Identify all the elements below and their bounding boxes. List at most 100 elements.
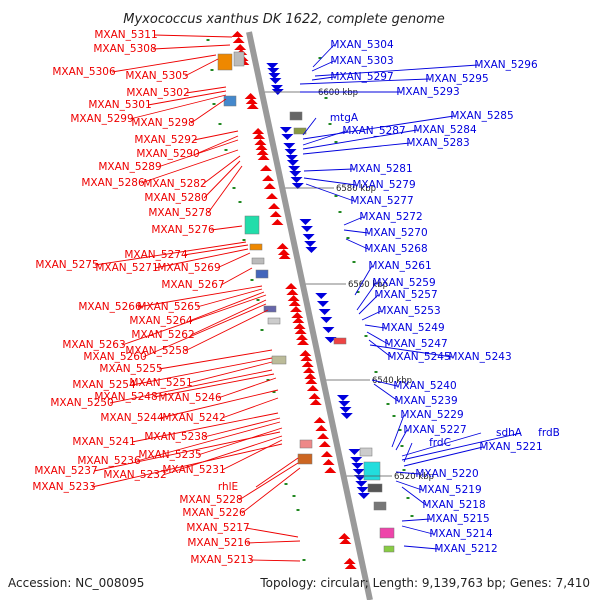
left-gene-label[interactable]: MXAN_5248 — [94, 391, 157, 403]
right-gene-label[interactable]: MXAN_5221 — [479, 441, 542, 453]
right-gene-label[interactable]: MXAN_5247 — [384, 338, 447, 350]
right-gene-label[interactable]: MXAN_5227 — [403, 424, 466, 436]
gene-arrow-left-strand[interactable] — [285, 283, 298, 289]
gene-block[interactable] — [367, 483, 383, 493]
right-gene-label[interactable]: mtgA — [330, 112, 359, 124]
right-gene-label[interactable]: MXAN_5249 — [381, 322, 444, 334]
gene-block[interactable] — [359, 447, 373, 457]
gene-arrow-right-strand[interactable] — [356, 487, 369, 493]
left-gene-label[interactable]: MXAN_5263 — [62, 339, 125, 351]
left-gene-label[interactable]: MXAN_5301 — [88, 99, 151, 111]
right-gene-label[interactable]: MXAN_5229 — [400, 409, 463, 421]
gene-block[interactable] — [233, 51, 245, 67]
right-gene-label[interactable]: MXAN_5272 — [359, 211, 422, 223]
gene-arrow-left-strand[interactable] — [320, 451, 333, 457]
gene-block[interactable] — [217, 53, 233, 71]
gene-arrow-left-strand[interactable] — [322, 459, 335, 465]
gene-arrow-left-strand[interactable] — [288, 300, 301, 306]
left-gene-label[interactable]: MXAN_5217 — [186, 522, 249, 534]
gene-arrow-left-strand[interactable] — [300, 355, 313, 361]
gene-arrow-right-strand[interactable] — [338, 401, 351, 407]
left-gene-label[interactable]: MXAN_5299 — [70, 113, 133, 125]
gene-arrow-left-strand[interactable] — [339, 538, 352, 544]
gene-arrow-left-strand[interactable] — [338, 533, 351, 539]
left-gene-label[interactable]: MXAN_5238 — [144, 431, 207, 443]
gene-arrow-right-strand[interactable] — [305, 247, 318, 253]
right-gene-label[interactable]: MXAN_5245 — [387, 351, 450, 363]
gene-arrow-left-strand[interactable] — [293, 323, 306, 329]
gene-arrow-left-strand[interactable] — [244, 93, 257, 99]
gene-arrow-left-strand[interactable] — [265, 193, 278, 199]
left-gene-label[interactable]: MXAN_5286 — [81, 177, 145, 189]
left-gene-label[interactable]: MXAN_5280 — [144, 192, 207, 204]
right-gene-label[interactable]: MXAN_5259 — [372, 277, 435, 289]
right-gene-label[interactable]: MXAN_5220 — [415, 468, 478, 480]
left-gene-label[interactable]: MXAN_5246 — [158, 392, 222, 404]
gene-arrow-right-strand[interactable] — [351, 463, 364, 469]
left-gene-label[interactable]: MXAN_5213 — [190, 554, 253, 566]
gene-arrow-left-strand[interactable] — [299, 350, 312, 356]
gene-arrow-left-strand[interactable] — [292, 317, 305, 323]
gene-arrow-right-strand[interactable] — [322, 327, 335, 333]
gene-block[interactable] — [255, 269, 269, 279]
gene-arrow-right-strand[interactable] — [352, 469, 365, 475]
gene-block[interactable] — [251, 257, 265, 265]
left-gene-label[interactable]: MXAN_5298 — [131, 117, 194, 129]
gene-arrow-left-strand[interactable] — [276, 243, 289, 249]
gene-arrow-left-strand[interactable] — [294, 328, 307, 334]
left-gene-label[interactable]: MXAN_5305 — [125, 70, 188, 82]
right-gene-label[interactable]: MXAN_5287 — [342, 125, 405, 137]
gene-arrow-right-strand[interactable] — [291, 183, 304, 189]
gene-arrow-left-strand[interactable] — [253, 133, 266, 139]
gene-arrow-right-strand[interactable] — [299, 219, 312, 225]
gene-arrow-left-strand[interactable] — [291, 312, 304, 318]
left-gene-label[interactable]: MXAN_5231 — [162, 464, 225, 476]
left-gene-label[interactable]: MXAN_5255 — [99, 363, 162, 375]
gene-arrow-left-strand[interactable] — [344, 563, 357, 569]
gene-block[interactable] — [263, 305, 277, 313]
gene-block[interactable] — [249, 243, 263, 251]
gene-arrow-right-strand[interactable] — [302, 234, 315, 240]
left-gene-label[interactable]: MXAN_5308 — [93, 43, 156, 55]
right-gene-label[interactable]: MXAN_5285 — [450, 110, 513, 122]
gene-arrow-right-strand[interactable] — [283, 143, 296, 149]
right-gene-label[interactable]: MXAN_5284 — [413, 124, 477, 136]
left-gene-label[interactable]: MXAN_5260 — [83, 351, 146, 363]
gene-arrow-right-strand[interactable] — [279, 127, 292, 133]
right-gene-label[interactable]: MXAN_5277 — [350, 195, 413, 207]
right-gene-label[interactable]: MXAN_5219 — [418, 484, 481, 496]
gene-block[interactable] — [244, 215, 260, 235]
gene-arrow-right-strand[interactable] — [350, 457, 363, 463]
right-gene-label[interactable]: MXAN_5293 — [396, 86, 459, 98]
gene-arrow-left-strand[interactable] — [263, 183, 276, 189]
right-gene-label[interactable]: MXAN_5257 — [374, 289, 437, 301]
gene-block[interactable] — [271, 355, 287, 365]
left-gene-label[interactable]: MXAN_5233 — [32, 481, 95, 493]
right-gene-label[interactable]: MXAN_5253 — [377, 305, 440, 317]
gene-arrow-left-strand[interactable] — [268, 203, 281, 209]
gene-arrow-left-strand[interactable] — [287, 295, 300, 301]
left-gene-label[interactable]: MXAN_5306 — [52, 66, 116, 78]
gene-arrow-left-strand[interactable] — [231, 31, 244, 37]
left-gene-label[interactable]: MXAN_5262 — [131, 329, 194, 341]
gene-arrow-left-strand[interactable] — [343, 558, 356, 564]
right-gene-label[interactable]: MXAN_5303 — [330, 55, 393, 67]
gene-block[interactable] — [383, 545, 395, 553]
right-gene-label[interactable]: MXAN_5296 — [474, 59, 538, 71]
left-gene-label[interactable]: MXAN_5292 — [134, 134, 197, 146]
left-gene-label[interactable]: MXAN_5275 — [35, 259, 98, 271]
left-gene-label[interactable]: MXAN_5264 — [129, 315, 193, 327]
right-gene-label[interactable]: MXAN_5270 — [364, 227, 427, 239]
gene-arrow-right-strand[interactable] — [354, 475, 367, 481]
gene-arrow-right-strand[interactable] — [267, 68, 280, 74]
gene-arrow-left-strand[interactable] — [318, 441, 331, 447]
gene-arrow-right-strand[interactable] — [269, 78, 282, 84]
gene-arrow-left-strand[interactable] — [286, 289, 299, 295]
right-gene-label[interactable]: MXAN_5240 — [393, 380, 456, 392]
gene-arrow-left-strand[interactable] — [271, 219, 284, 225]
left-gene-label[interactable]: MXAN_5226 — [182, 507, 246, 519]
gene-arrow-left-strand[interactable] — [256, 149, 269, 155]
left-gene-label[interactable]: MXAN_5271 — [95, 262, 158, 274]
gene-arrow-right-strand[interactable] — [316, 301, 329, 307]
gene-arrow-left-strand[interactable] — [245, 98, 258, 104]
